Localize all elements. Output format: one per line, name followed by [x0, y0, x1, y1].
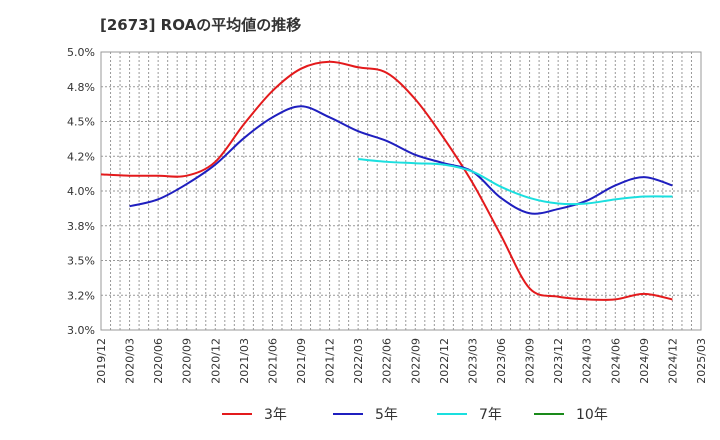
series-line-1	[100, 60, 673, 301]
x-tick-label: 2021/06	[266, 338, 279, 384]
x-tick-label: 2019/12	[95, 338, 108, 384]
series-line-3	[358, 158, 673, 206]
legend-label-2: 5年	[375, 407, 398, 423]
x-tick-label: 2021/12	[324, 338, 337, 384]
x-tick-label: 2022/09	[409, 338, 422, 384]
legend-label-3: 7年	[479, 407, 502, 423]
y-tick-label: 4.5%	[67, 116, 95, 129]
y-tick-label: 3.0%	[67, 324, 95, 337]
series-line-2	[129, 105, 673, 215]
x-tick-label: 2023/09	[524, 338, 537, 384]
x-tick-label: 2020/03	[124, 338, 137, 384]
y-tick-label: 3.8%	[67, 220, 95, 233]
x-tick-label: 2024/03	[581, 338, 594, 384]
x-tick-label: 2021/03	[238, 338, 251, 384]
y-tick-label: 5.0%	[67, 46, 95, 59]
series-layer	[100, 60, 673, 301]
x-tick-label: 2022/12	[438, 338, 451, 384]
x-tick-label: 2020/09	[181, 338, 194, 384]
legend-layer: 3年 5年 7年 10年	[222, 407, 608, 423]
x-tick-label: 2020/06	[152, 338, 165, 384]
chart-title: [2673] ROAの平均値の推移	[100, 16, 302, 34]
grid-layer	[100, 51, 702, 331]
legend-label-1: 3年	[264, 407, 287, 423]
x-tick-label: 2023/03	[466, 338, 479, 384]
x-tick-label: 2022/03	[352, 338, 365, 384]
y-tick-label: 3.2%	[67, 289, 95, 302]
x-tick-label: 2022/06	[381, 338, 394, 384]
x-tick-label: 2024/12	[666, 338, 679, 384]
y-tick-label: 3.5%	[67, 255, 95, 268]
x-tick-label: 2024/09	[638, 338, 651, 384]
x-tick-label: 2025/03	[695, 338, 708, 384]
legend-label-4: 10年	[576, 407, 608, 423]
y-tick-label: 4.0%	[67, 185, 95, 198]
x-tick-label: 2021/09	[295, 338, 308, 384]
axis-layer: 5.0% 4.8% 4.5% 4.2% 4.0% 3.8% 3.5% 3.2% 3.0%2019…	[67, 46, 708, 384]
x-tick-label: 2020/12	[209, 338, 222, 384]
x-tick-label: 2023/12	[552, 338, 565, 384]
x-tick-label: 2023/06	[495, 338, 508, 384]
y-tick-label: 4.2%	[67, 150, 95, 163]
y-tick-label: 4.8%	[67, 81, 95, 94]
x-tick-label: 2024/06	[609, 338, 622, 384]
